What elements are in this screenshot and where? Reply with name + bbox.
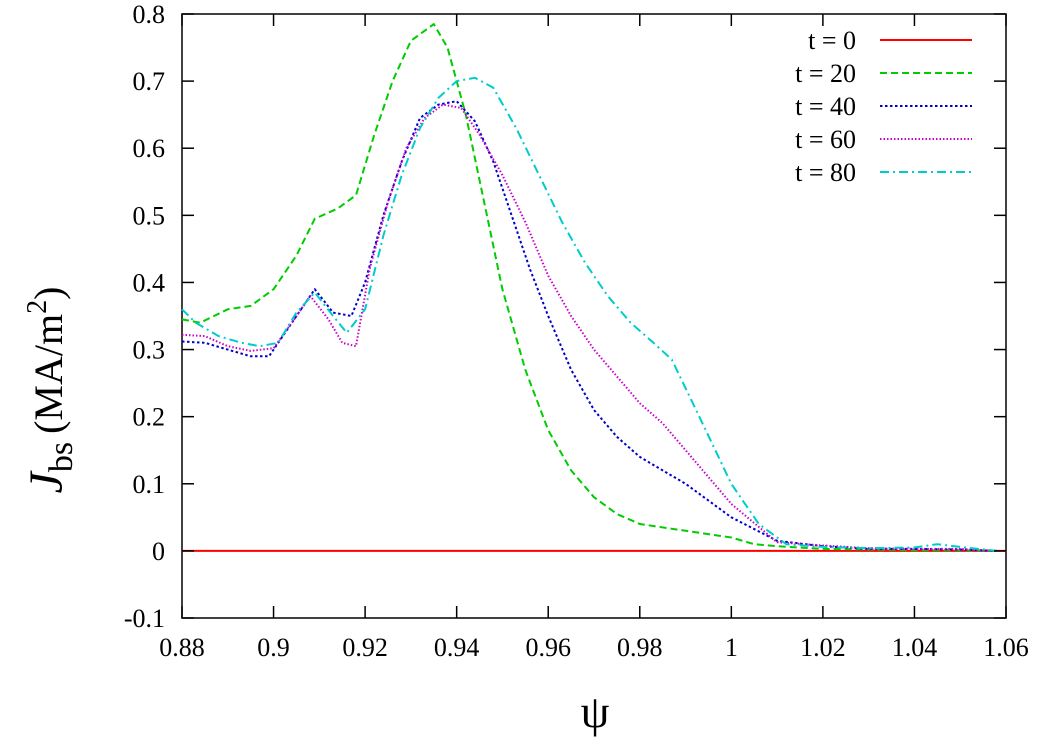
legend-label: t = 60 [795,125,856,154]
plot-area [181,13,1007,619]
x-tick-label: 0.94 [434,633,480,662]
legend-label: t = 0 [808,26,856,55]
legend-label: t = 80 [795,158,856,187]
y-axis-label-units-superscript: 2 [22,300,53,314]
series-layer [181,23,1006,552]
y-tick-label: 0.5 [133,201,166,230]
series-line-t80 [181,76,997,552]
x-tick-label: 1.02 [800,633,846,662]
x-tick-label: 1.06 [983,633,1029,662]
y-tick-label: 0.4 [133,268,166,297]
legend: t = 0 t = 20 t = 40 t = 60 t = 80 [795,26,972,187]
series-line-t60 [181,103,997,552]
series-line-t20 [181,23,997,552]
x-tick-label: 0.96 [525,633,571,662]
ticks-layer: 0.88 0.9 0.92 0.94 0.96 0.98 1 1.02 1.04 1.06 -0.1… [124,0,1029,662]
legend-label: t = 20 [795,59,856,88]
x-tick-label: 1 [725,633,738,662]
x-tick-label: 0.98 [617,633,663,662]
y-tick-label: 0.8 [133,0,166,29]
y-tick-label: 0.3 [133,336,166,365]
y-tick-label: 0.2 [133,403,166,432]
x-tick-label: 1.04 [892,633,938,662]
legend-label: t = 40 [795,92,856,121]
y-axis-label-subscript: bs [43,442,80,472]
x-tick-label: 0.88 [159,633,205,662]
y-tick-label: 0.6 [133,134,166,163]
y-axis-label-main: J [20,469,73,493]
y-axis-label-units: (MA/m [26,314,71,434]
y-tick-label: 0.1 [133,470,166,499]
x-tick-label: 0.92 [342,633,388,662]
series-line-t40 [181,100,997,552]
y-axis-label-units-close: ) [26,287,71,300]
y-tick-label: -0.1 [124,604,165,633]
y-tick-label: 0 [152,537,165,566]
y-tick-label: 0.7 [133,67,166,96]
y-axis-label: Jbs (MA/m2) [20,287,80,494]
plot-frame [181,13,1007,619]
x-tick-label: 0.9 [257,633,290,662]
x-axis-label: ψ [581,686,610,737]
